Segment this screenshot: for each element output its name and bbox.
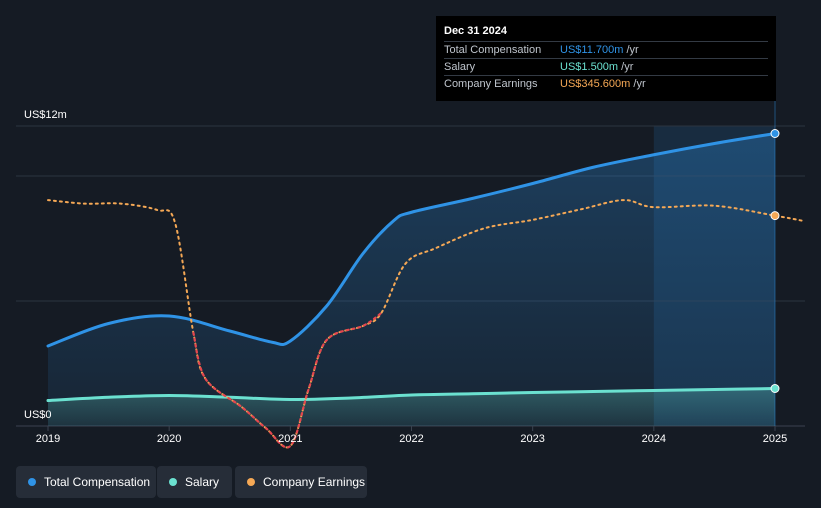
x-tick-label: 2020 <box>157 433 181 445</box>
x-tick-label: 2022 <box>399 433 423 445</box>
compensation-chart: US$12m US$0 2019 2020 2021 2022 2023 2024 2025 <box>16 101 807 449</box>
series-area-total-compensation <box>48 133 775 426</box>
y-axis-labels: US$12m US$0 <box>24 109 67 421</box>
x-tick-label: 2021 <box>278 433 302 445</box>
x-axis-labels: 2019 2020 2021 2022 2023 2024 2025 <box>36 426 787 445</box>
tooltip-date: Dec 31 2024 <box>444 25 507 37</box>
tooltip-value: US$11.700m /yr <box>560 44 639 56</box>
tooltip-label: Total Compensation <box>444 44 542 56</box>
legend-label: Company Earnings <box>263 475 366 489</box>
y-tick-label: US$0 <box>24 409 52 421</box>
tooltip-row-salary: Salary US$1.500m /yr <box>444 58 768 76</box>
series-end-dot-salary <box>770 384 780 393</box>
legend-item-salary[interactable]: Salary <box>157 466 232 498</box>
x-tick-label: 2023 <box>520 433 544 445</box>
series-end-dot-total-compensation <box>770 129 780 138</box>
legend-dot-icon <box>28 478 36 486</box>
tooltip-row-total-compensation: Total Compensation US$11.700m /yr <box>444 41 768 59</box>
tooltip-label: Company Earnings <box>444 78 538 90</box>
series-line-salary <box>46 387 777 402</box>
x-tick-label: 2024 <box>642 433 666 445</box>
legend-item-company-earnings[interactable]: Company Earnings <box>235 466 367 498</box>
tooltip-row-company-earnings: Company Earnings US$345.600m /yr <box>444 75 768 93</box>
legend-dot-icon <box>169 478 177 486</box>
tooltip-value: US$1.500m /yr <box>560 61 634 73</box>
legend-label: Total Compensation <box>44 475 151 489</box>
tooltip-label: Salary <box>444 61 476 73</box>
series-areas <box>48 133 775 426</box>
y-tick-label: US$12m <box>24 109 67 121</box>
series-line-total-compensation <box>46 132 777 348</box>
tooltip-value: US$345.600m /yr <box>560 78 646 90</box>
series-end-dot-company-earnings <box>770 211 780 221</box>
series-line-company-earnings <box>47 199 807 449</box>
series-line-company-earnings-negative <box>192 312 383 449</box>
series-lines <box>46 132 807 449</box>
series-end-dots <box>770 129 780 393</box>
legend-item-total-compensation[interactable]: Total Compensation <box>16 466 156 498</box>
legend-label: Salary <box>185 475 220 489</box>
tooltip: Dec 31 2024 Total Compensation US$11.700… <box>436 16 776 101</box>
legend-dot-icon <box>247 478 255 486</box>
x-tick-label: 2019 <box>36 433 60 445</box>
x-tick-label: 2025 <box>763 433 787 445</box>
